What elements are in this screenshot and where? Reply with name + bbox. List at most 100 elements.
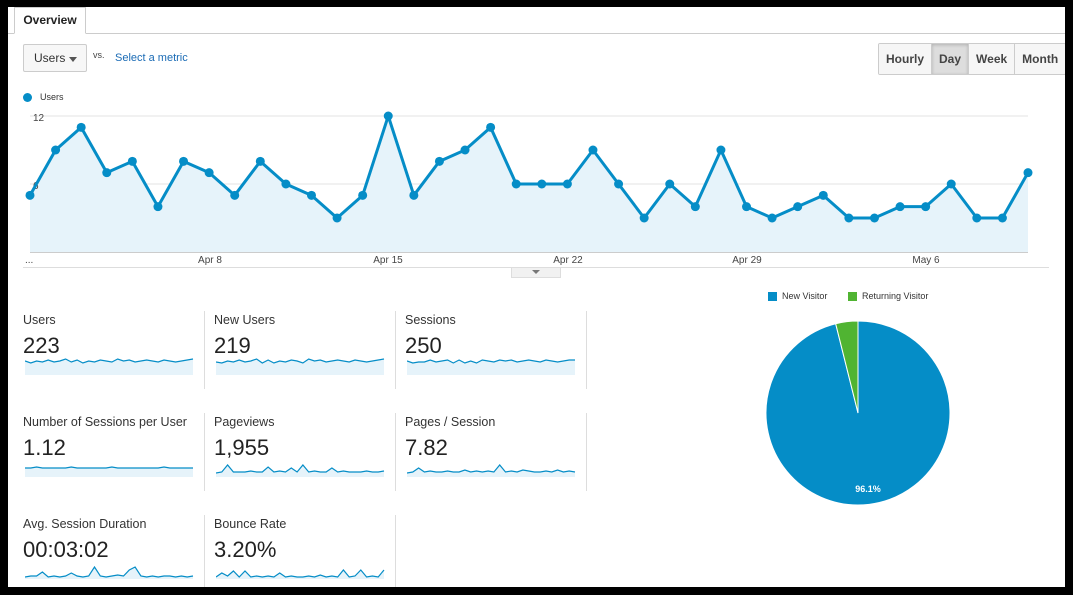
- data-point: [997, 213, 1007, 223]
- data-point: [690, 202, 700, 212]
- metric-card-pages-per-session[interactable]: Pages / Session 7.82: [405, 415, 585, 493]
- data-point: [76, 122, 86, 132]
- granularity-toggle: Hourly Day Week Month: [878, 43, 1065, 75]
- sparkline: [25, 565, 194, 579]
- card-divider: [395, 413, 396, 491]
- metric-value: 1.12: [23, 435, 66, 460]
- card-divider: [586, 311, 587, 389]
- metric-card-avg-session-duration[interactable]: Avg. Session Duration 00:03:02: [23, 517, 203, 587]
- metric-dropdown[interactable]: Users: [23, 44, 87, 72]
- metric-label: Pages / Session: [405, 415, 496, 429]
- card-divider: [204, 515, 205, 587]
- sparkline: [216, 358, 385, 375]
- data-point: [25, 190, 35, 200]
- metric-card-sessions[interactable]: Sessions 250: [405, 313, 585, 391]
- metric-value: 1,955: [214, 435, 270, 460]
- legend-swatch-icon: [848, 291, 857, 301]
- sparkline: [25, 358, 194, 375]
- x-tick-label: Apr 8: [198, 255, 222, 266]
- x-tick-label: Apr 29: [732, 255, 762, 266]
- sparkline: [407, 464, 576, 477]
- month-button[interactable]: Month: [1015, 44, 1065, 74]
- metric-card-new-users[interactable]: New Users 219: [214, 313, 394, 391]
- data-point: [767, 213, 777, 223]
- day-button[interactable]: Day: [932, 44, 970, 74]
- data-point: [588, 145, 598, 155]
- data-point: [742, 202, 752, 212]
- metric-value: 7.82: [405, 435, 448, 460]
- x-tick-label: May 6: [912, 255, 940, 266]
- data-point: [972, 213, 982, 223]
- data-point: [486, 122, 496, 132]
- metric-label: Pageviews: [214, 415, 275, 429]
- metric-card-users[interactable]: Users 223: [23, 313, 203, 391]
- metric-label: New Users: [214, 313, 276, 327]
- card-divider: [204, 311, 205, 389]
- analytics-frame: Overview Users vs. Select a metric Hourl…: [8, 7, 1065, 587]
- tab-bar: Overview: [8, 7, 1065, 34]
- data-point: [230, 190, 240, 200]
- data-point: [102, 168, 112, 178]
- pie-legend-label: Returning Visitor: [862, 291, 929, 301]
- data-point: [844, 213, 854, 223]
- collapse-chart-handle[interactable]: [511, 268, 561, 278]
- data-point: [127, 156, 137, 166]
- card-divider: [395, 311, 396, 389]
- main-legend-label: Users: [40, 92, 64, 102]
- metric-card-sessions-per-user[interactable]: Number of Sessions per User 1.12: [23, 415, 203, 493]
- card-divider: [586, 413, 587, 491]
- data-point: [537, 179, 547, 189]
- sparkline: [216, 464, 385, 477]
- x-tick-label: ...: [25, 255, 33, 266]
- legend-dot-icon: [23, 92, 32, 102]
- data-point: [460, 145, 470, 155]
- data-point: [1023, 168, 1033, 178]
- select-metric-link[interactable]: Select a metric: [115, 52, 188, 64]
- pie-legend-returning: Returning Visitor: [848, 291, 928, 301]
- sparkline: [216, 569, 385, 579]
- week-button[interactable]: Week: [969, 44, 1016, 74]
- metric-label: Avg. Session Duration: [23, 517, 147, 531]
- data-point: [383, 111, 393, 121]
- legend-swatch-icon: [768, 291, 777, 301]
- data-point: [434, 156, 444, 166]
- data-point: [255, 156, 265, 166]
- data-point: [511, 179, 521, 189]
- data-point: [869, 213, 879, 223]
- metric-value: 00:03:02: [23, 537, 109, 562]
- metric-card-pageviews[interactable]: Pageviews 1,955: [214, 415, 394, 493]
- main-chart-legend: Users: [23, 92, 64, 102]
- data-point: [51, 145, 61, 155]
- data-point: [332, 213, 342, 223]
- metric-value: 3.20%: [214, 537, 277, 562]
- metric-value: 223: [23, 333, 60, 358]
- data-point: [946, 179, 956, 189]
- data-point: [614, 179, 624, 189]
- metric-label: Sessions: [405, 313, 456, 327]
- data-point: [306, 190, 316, 200]
- metric-card-bounce-rate[interactable]: Bounce Rate 3.20%: [214, 517, 394, 587]
- metric-value: 219: [214, 333, 251, 358]
- data-point: [665, 179, 675, 189]
- data-point: [895, 202, 905, 212]
- pie-legend-label: New Visitor: [782, 291, 828, 301]
- metric-dropdown-label: Users: [34, 51, 66, 65]
- data-point: [639, 213, 649, 223]
- y-tick-label: 12: [33, 113, 45, 124]
- sparkline: [407, 359, 575, 375]
- x-tick-label: Apr 22: [553, 255, 583, 266]
- hourly-button[interactable]: Hourly: [879, 44, 933, 74]
- chart-divider: [23, 267, 1049, 268]
- sparkline: [25, 466, 193, 477]
- card-divider: [204, 413, 205, 491]
- card-divider: [395, 515, 396, 587]
- pie-slice-returning-visitor: [835, 320, 859, 414]
- data-point: [562, 179, 572, 189]
- data-point: [358, 190, 368, 200]
- chevron-down-icon: [532, 270, 540, 274]
- tab-overview[interactable]: Overview: [14, 7, 86, 34]
- data-point: [281, 179, 291, 189]
- visitor-pie-chart: 96.1%: [765, 320, 951, 506]
- data-point: [153, 202, 163, 212]
- data-point: [409, 190, 419, 200]
